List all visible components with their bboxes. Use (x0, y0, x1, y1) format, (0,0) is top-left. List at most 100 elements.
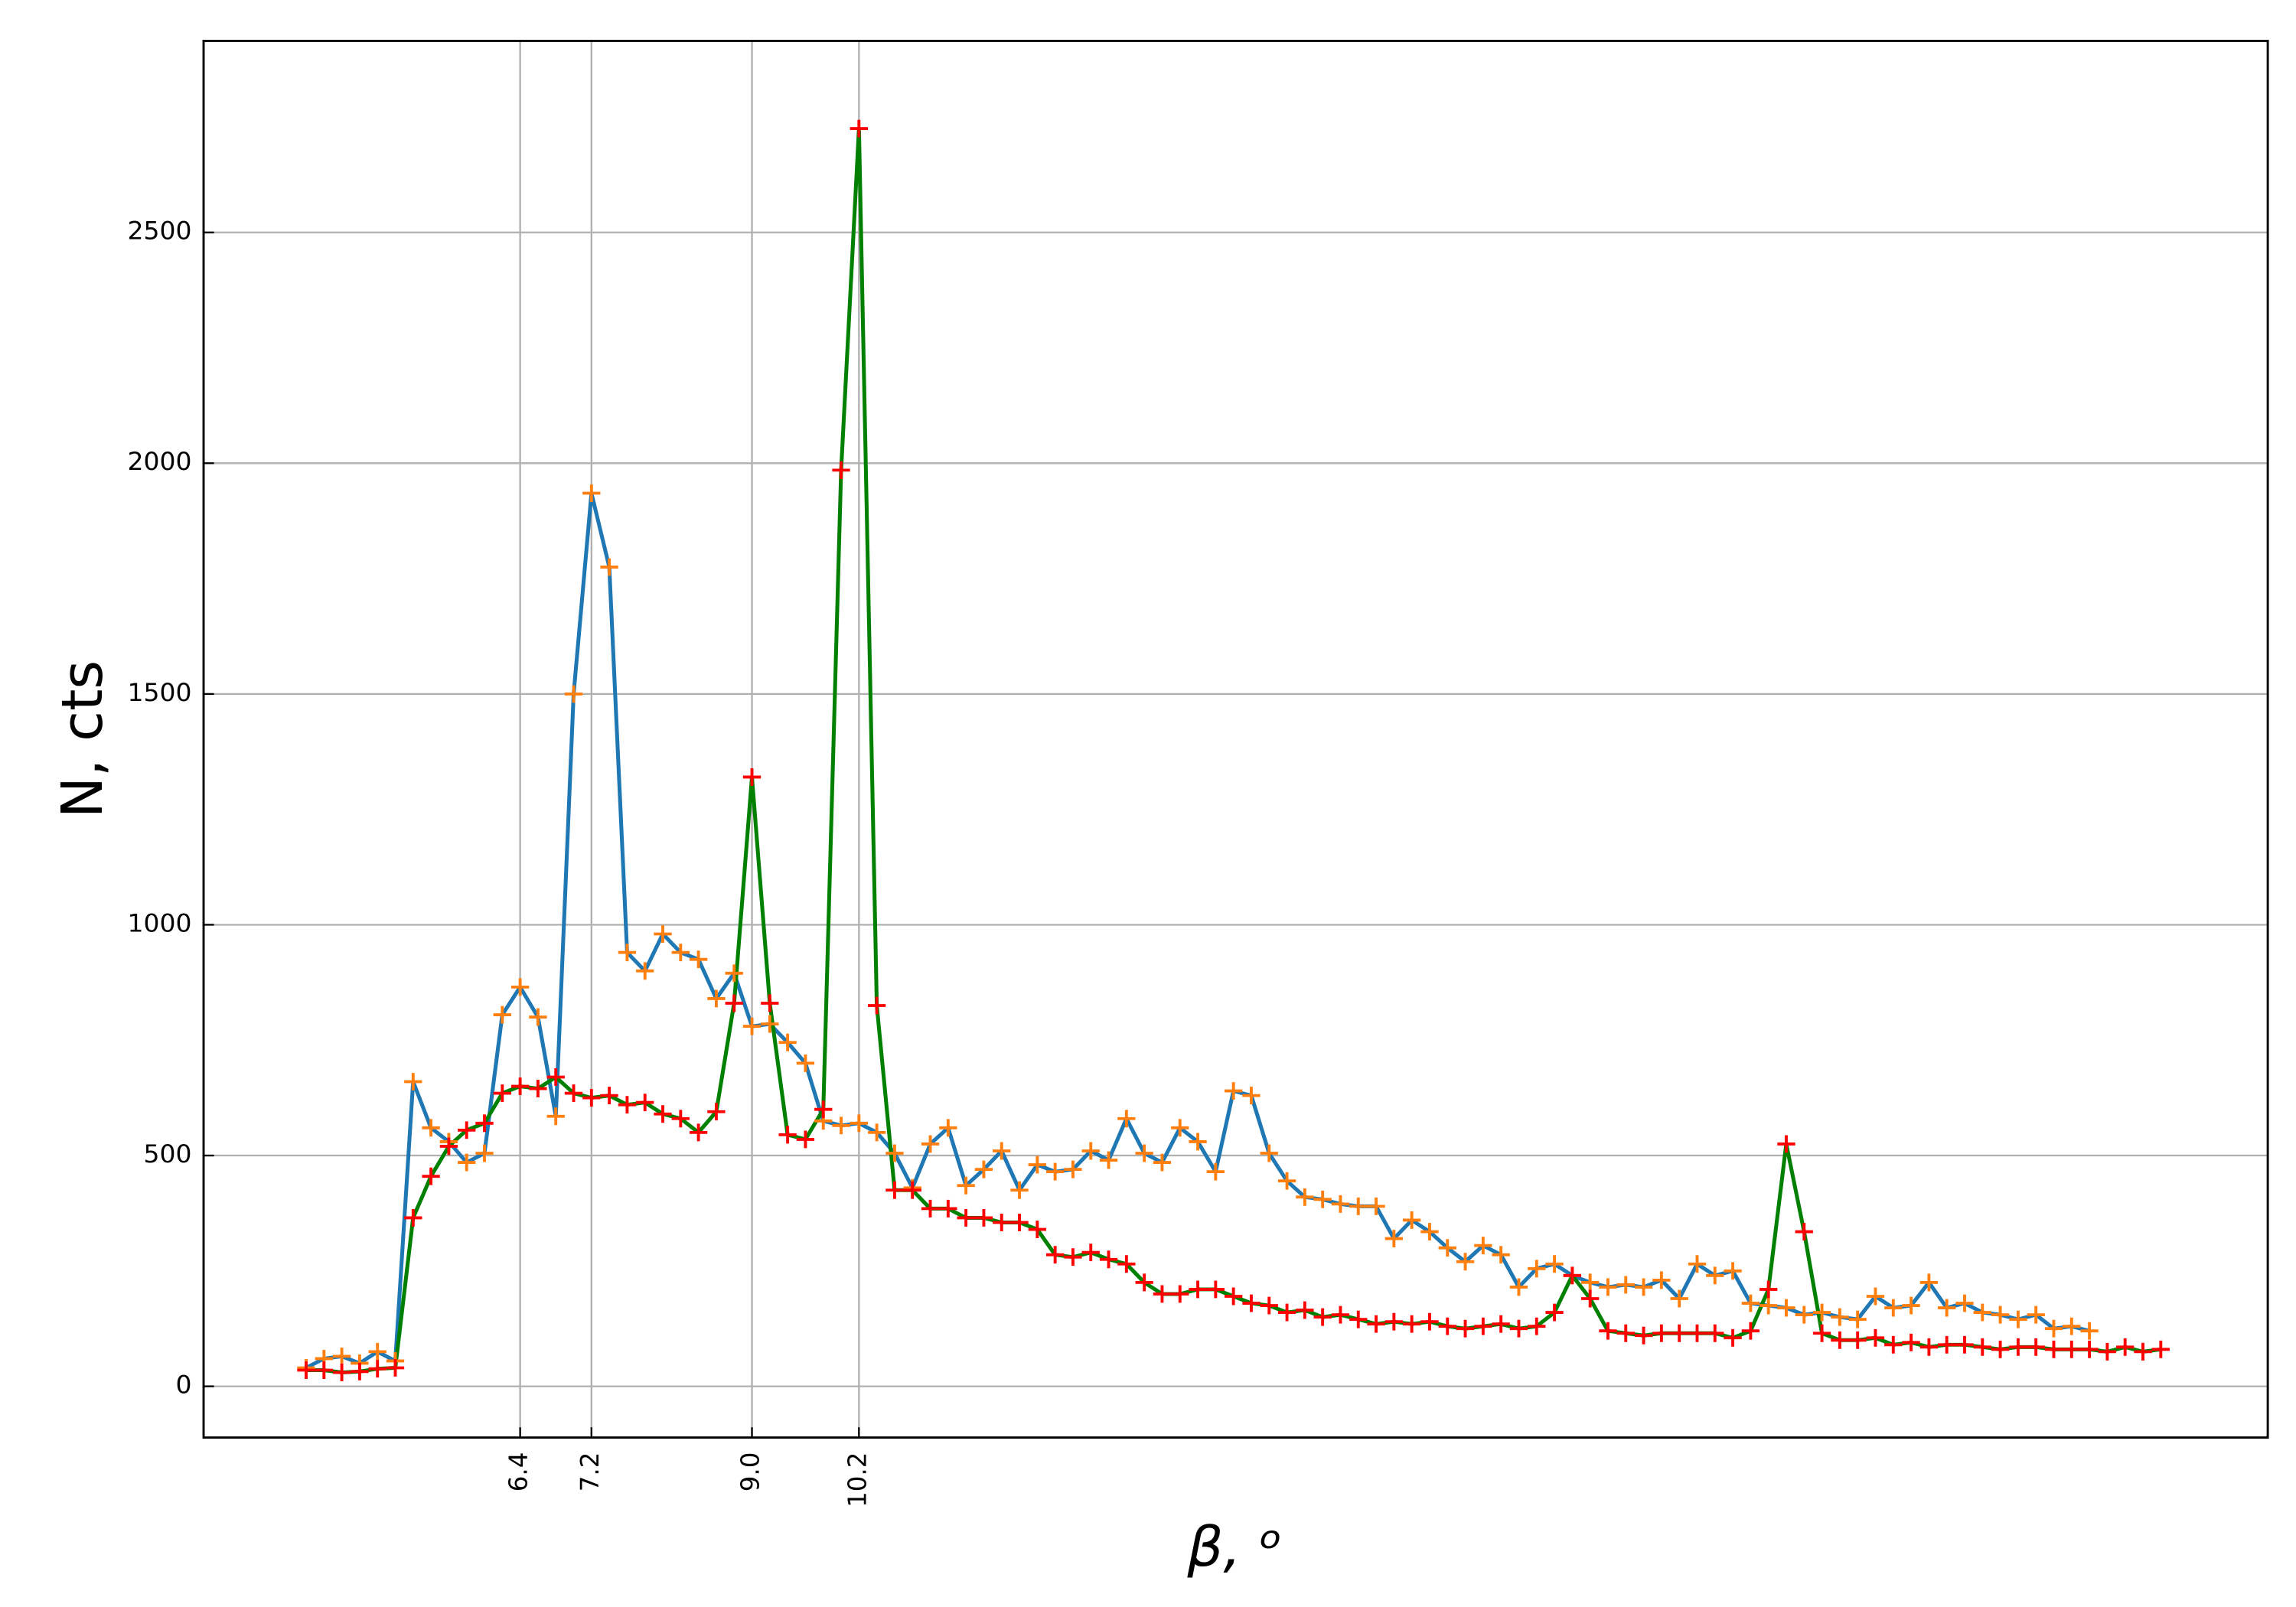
data-marker (2098, 1342, 2117, 1361)
data-marker (1670, 1324, 1688, 1342)
data-marker (850, 119, 868, 138)
data-marker (1474, 1237, 1492, 1255)
data-marker (458, 1121, 476, 1139)
data-marker (778, 1126, 797, 1144)
data-marker (1509, 1278, 1528, 1296)
data-marker (850, 1114, 868, 1133)
data-marker (1492, 1246, 1510, 1264)
data-marker (636, 1094, 654, 1112)
data-marker (742, 1017, 762, 1035)
x-tick-label: 6.4 (504, 1452, 533, 1492)
data-marker (1866, 1328, 1885, 1347)
data-marker (1955, 1335, 1974, 1354)
data-marker (1010, 1181, 1029, 1199)
x-tick-label: 7.2 (576, 1452, 605, 1492)
data-marker (1777, 1135, 1795, 1153)
data-marker (1938, 1335, 1956, 1354)
data-marker (1848, 1331, 1867, 1349)
data-marker (2151, 1340, 2170, 1358)
data-marker (1599, 1322, 1617, 1340)
data-marker (1634, 1326, 1653, 1345)
y-tick-label: 1500 (128, 678, 192, 707)
data-marker (2027, 1305, 2045, 1324)
data-marker (422, 1167, 440, 1185)
data-marker (1277, 1303, 1296, 1322)
data-marker (636, 962, 654, 980)
data-marker (1706, 1266, 1724, 1285)
data-marker (921, 1199, 940, 1217)
data-marker (2063, 1340, 2081, 1358)
data-marker (832, 461, 850, 479)
data-marker (885, 1144, 904, 1162)
data-marker (1884, 1335, 1903, 1354)
data-marker (564, 685, 583, 703)
data-marker (1652, 1271, 1671, 1289)
data-marker (1973, 1338, 1991, 1356)
data-marker (1420, 1312, 1439, 1331)
data-marker (814, 1100, 833, 1119)
data-marker (1474, 1317, 1492, 1335)
data-marker (1384, 1312, 1404, 1331)
data-marker (1438, 1239, 1456, 1257)
data-marker (510, 978, 530, 996)
x-tick-label: 9.0 (735, 1452, 765, 1492)
data-marker (1099, 1151, 1118, 1169)
data-marker (1135, 1273, 1153, 1292)
data-marker (796, 1130, 815, 1149)
data-marker (510, 1077, 530, 1096)
data-marker (1545, 1303, 1564, 1322)
data-marker (939, 1199, 957, 1217)
data-marker (1260, 1296, 1278, 1315)
data-marker (1866, 1287, 1885, 1305)
data-marker (600, 1087, 618, 1105)
data-marker (1438, 1317, 1456, 1335)
data-marker (1902, 1296, 1920, 1315)
data-marker (1349, 1310, 1368, 1328)
data-marker (885, 1181, 904, 1199)
data-marker (2044, 1340, 2063, 1358)
y-axis-label: N, cts (50, 660, 116, 818)
data-marker (546, 1107, 565, 1126)
data-marker (974, 1208, 993, 1227)
data-marker (1260, 1144, 1278, 1162)
data-marker (993, 1214, 1011, 1231)
data-marker (1456, 1319, 1475, 1338)
data-marker (1064, 1248, 1082, 1266)
data-marker (1919, 1273, 1939, 1292)
data-marker (1367, 1315, 1385, 1333)
data-marker (1812, 1303, 1831, 1322)
data-marker (582, 484, 601, 502)
data-marker (1634, 1278, 1653, 1296)
data-marker (332, 1347, 351, 1365)
data-marker (1117, 1110, 1136, 1128)
data-marker (1331, 1195, 1350, 1213)
data-marker (1919, 1338, 1939, 1356)
data-marker (1492, 1315, 1510, 1333)
data-marker (1064, 1160, 1082, 1178)
data-marker (761, 1015, 779, 1033)
data-marker (761, 994, 779, 1012)
data-marker (654, 1105, 672, 1123)
data-marker (1403, 1211, 1421, 1229)
data-marker (1616, 1276, 1635, 1294)
data-marker (1225, 1082, 1243, 1100)
data-marker (1242, 1087, 1261, 1105)
data-marker (404, 1208, 422, 1227)
data-marker (832, 1116, 850, 1135)
data-marker (1028, 1221, 1046, 1238)
data-marker (2116, 1338, 2135, 1356)
data-marker (725, 964, 743, 983)
data-marker (1403, 1315, 1421, 1333)
data-marker (1955, 1294, 1974, 1312)
data-marker (1010, 1214, 1029, 1231)
data-marker (1367, 1197, 1385, 1215)
data-marker (742, 768, 762, 786)
data-marker (1831, 1308, 1849, 1326)
data-marker (1724, 1328, 1742, 1347)
data-marker (671, 944, 690, 962)
data-marker (1313, 1190, 1332, 1208)
data-marker (582, 1089, 601, 1107)
